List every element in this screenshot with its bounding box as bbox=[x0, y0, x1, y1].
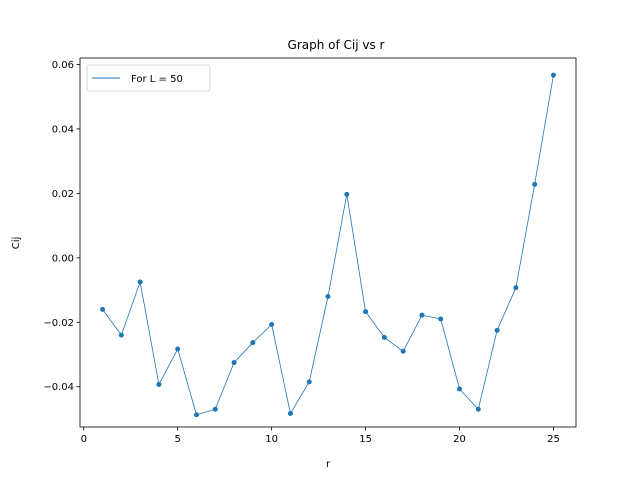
data-point bbox=[100, 306, 106, 312]
data-point bbox=[287, 410, 293, 416]
x-axis-label: r bbox=[326, 459, 331, 470]
data-point bbox=[306, 379, 312, 385]
y-tick-label: 0.04 bbox=[52, 124, 74, 135]
data-point bbox=[156, 381, 162, 387]
y-axis-label: Cij bbox=[11, 237, 22, 250]
data-point bbox=[381, 334, 387, 340]
y-tick-label: −0.04 bbox=[43, 382, 74, 393]
y-tick-label: 0.00 bbox=[52, 253, 74, 264]
x-tick-label: 25 bbox=[547, 434, 560, 445]
data-point bbox=[513, 285, 519, 291]
data-point bbox=[175, 346, 181, 352]
data-point bbox=[400, 348, 406, 354]
data-point bbox=[325, 293, 331, 299]
x-tick-label: 0 bbox=[81, 434, 87, 445]
axes: 0 5 10 15 20 25 −0.04 −0.02 0.00 0.02 0.04 0.06 bbox=[43, 60, 559, 445]
plot-area bbox=[100, 72, 556, 418]
x-tick-label: 5 bbox=[175, 434, 181, 445]
data-point bbox=[494, 327, 500, 333]
data-point bbox=[457, 386, 463, 392]
data-point bbox=[532, 181, 538, 187]
data-point bbox=[137, 279, 143, 285]
legend: For L = 50 bbox=[86, 64, 211, 92]
legend-entry-label: For L = 50 bbox=[131, 74, 183, 85]
data-point bbox=[269, 322, 275, 328]
data-point bbox=[475, 406, 481, 412]
data-point bbox=[118, 332, 124, 338]
data-point bbox=[550, 72, 556, 78]
y-tick-label: −0.02 bbox=[43, 318, 74, 329]
data-point bbox=[193, 412, 199, 418]
data-point bbox=[231, 360, 237, 366]
x-tick-label: 20 bbox=[453, 434, 466, 445]
y-tick-label: 0.06 bbox=[52, 60, 74, 71]
data-point bbox=[419, 312, 425, 318]
x-tick-label: 10 bbox=[265, 434, 278, 445]
chart-title: Graph of Cij vs r bbox=[288, 38, 385, 52]
legend-box bbox=[86, 64, 211, 92]
data-point bbox=[212, 406, 218, 412]
data-point bbox=[438, 316, 444, 322]
y-tick-label: 0.02 bbox=[52, 189, 74, 200]
axes-frame bbox=[79, 57, 577, 428]
data-point bbox=[363, 309, 369, 315]
x-tick-label: 15 bbox=[359, 434, 372, 445]
data-point bbox=[250, 340, 256, 346]
data-point bbox=[344, 191, 350, 197]
